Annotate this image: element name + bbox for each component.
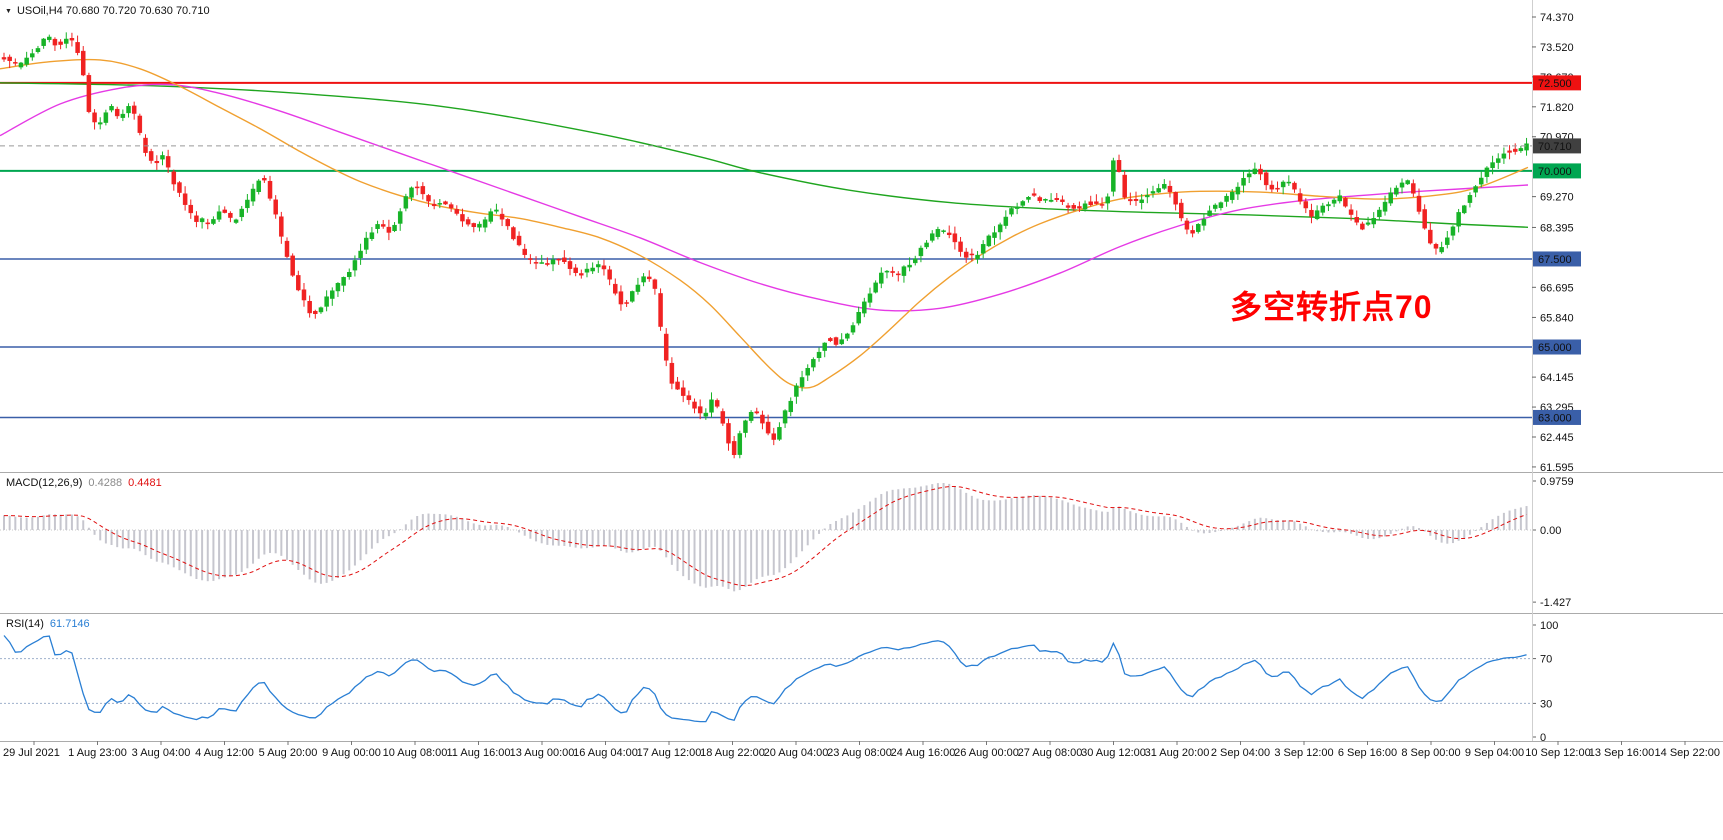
svg-text:20 Aug 04:00: 20 Aug 04:00 <box>764 747 829 759</box>
svg-text:4 Aug 12:00: 4 Aug 12:00 <box>195 747 254 759</box>
annotation-text[interactable]: 多空转折点70 <box>1230 289 1433 325</box>
macd-label: MACD(12,26,9) 0.4288 0.4481 <box>6 477 162 489</box>
svg-text:3 Aug 04:00: 3 Aug 04:00 <box>132 747 191 759</box>
candlestick-layer <box>1 32 1529 459</box>
svg-text:-1.427: -1.427 <box>1540 597 1571 609</box>
macd-panel: 0.9759 0.00 -1.427 <box>0 476 1574 609</box>
svg-text:6 Sep 16:00: 6 Sep 16:00 <box>1338 747 1397 759</box>
ma-magenta-mid <box>0 83 1529 312</box>
symbol-ohlc-label: USOil,H4 70.680 70.720 70.630 70.710 <box>16 5 210 17</box>
svg-text:0.00: 0.00 <box>1540 525 1561 537</box>
svg-text:1 Aug 23:00: 1 Aug 23:00 <box>68 747 127 759</box>
svg-text:67.500: 67.500 <box>1538 254 1572 266</box>
svg-text:70.000: 70.000 <box>1538 166 1572 178</box>
macd-name: MACD(12,26,9) <box>6 477 83 489</box>
rsi-label: RSI(14) 61.7146 <box>6 618 90 630</box>
svg-text:9 Aug 00:00: 9 Aug 00:00 <box>322 747 381 759</box>
hline-layer <box>0 81 1532 419</box>
svg-text:0: 0 <box>1540 732 1546 744</box>
svg-text:10 Sep 12:00: 10 Sep 12:00 <box>1525 747 1590 759</box>
rsi-value: 61.7146 <box>49 618 90 630</box>
svg-text:26 Aug 00:00: 26 Aug 00:00 <box>954 747 1019 759</box>
svg-text:61.595: 61.595 <box>1540 462 1574 474</box>
svg-text:70: 70 <box>1540 654 1552 666</box>
rsi-panel: 100 70 30 0 <box>0 620 1558 744</box>
svg-text:11 Aug 16:00: 11 Aug 16:00 <box>446 747 510 759</box>
svg-text:100: 100 <box>1540 620 1558 632</box>
rsi-name: RSI(14) <box>6 618 44 630</box>
svg-text:68.395: 68.395 <box>1540 222 1574 234</box>
svg-text:66.695: 66.695 <box>1540 282 1574 294</box>
svg-text:0.9759: 0.9759 <box>1540 476 1574 488</box>
svg-text:70.710: 70.710 <box>1538 141 1572 153</box>
time-axis: 29 Jul 2021 1 Aug 23:00 3 Aug 04:00 4 Aug 1… <box>3 741 1720 759</box>
svg-text:31 Aug 20:00: 31 Aug 20:00 <box>1145 747 1210 759</box>
moving-average-layer <box>0 58 1529 389</box>
chart-canvas[interactable]: 0.97590.00-1.4271007030074.37073.52072.6… <box>0 0 1723 762</box>
svg-text:65.840: 65.840 <box>1540 312 1574 324</box>
svg-text:18 Aug 22:00: 18 Aug 22:00 <box>700 747 765 759</box>
symbol-marker-icon: ▼ <box>5 7 12 15</box>
svg-text:5 Aug 20:00: 5 Aug 20:00 <box>259 747 318 759</box>
svg-text:29 Jul 2021: 29 Jul 2021 <box>3 747 60 759</box>
svg-text:24 Aug 16:00: 24 Aug 16:00 <box>891 747 956 759</box>
symbol-header: ▼ USOil,H4 70.680 70.720 70.630 70.710 <box>5 5 210 17</box>
price-scale: 74.37073.52072.67071.82070.97069.27068.3… <box>1532 12 1581 474</box>
svg-text:30 Aug 12:00: 30 Aug 12:00 <box>1081 747 1146 759</box>
svg-text:14 Sep 22:00: 14 Sep 22:00 <box>1655 747 1720 759</box>
svg-text:73.520: 73.520 <box>1540 42 1574 54</box>
svg-text:65.000: 65.000 <box>1538 342 1572 354</box>
svg-text:62.445: 62.445 <box>1540 432 1574 444</box>
svg-text:27 Aug 08:00: 27 Aug 08:00 <box>1018 747 1083 759</box>
svg-text:72.500: 72.500 <box>1538 78 1572 90</box>
svg-text:69.270: 69.270 <box>1540 192 1574 204</box>
svg-text:8 Sep 00:00: 8 Sep 00:00 <box>1401 747 1460 759</box>
svg-text:63.000: 63.000 <box>1538 412 1572 424</box>
svg-text:13 Sep 16:00: 13 Sep 16:00 <box>1589 747 1654 759</box>
svg-text:13 Aug 00:00: 13 Aug 00:00 <box>510 747 575 759</box>
svg-text:16 Aug 04:00: 16 Aug 04:00 <box>573 747 638 759</box>
macd-signal-value: 0.4481 <box>128 477 162 489</box>
ma-orange-fast <box>0 58 1529 389</box>
svg-text:23 Aug 08:00: 23 Aug 08:00 <box>827 747 892 759</box>
svg-text:9 Sep 04:00: 9 Sep 04:00 <box>1465 747 1524 759</box>
svg-text:71.820: 71.820 <box>1540 102 1574 114</box>
svg-text:17 Aug 12:00: 17 Aug 12:00 <box>637 747 702 759</box>
panel-separators <box>0 0 1723 742</box>
svg-text:64.145: 64.145 <box>1540 372 1574 384</box>
svg-text:10 Aug 08:00: 10 Aug 08:00 <box>383 747 448 759</box>
macd-main-value: 0.4288 <box>88 477 123 489</box>
ma-green-slow <box>0 82 1529 228</box>
svg-text:74.370: 74.370 <box>1540 12 1574 24</box>
svg-text:2 Sep 04:00: 2 Sep 04:00 <box>1211 747 1270 759</box>
svg-text:30: 30 <box>1540 698 1552 710</box>
svg-text:3 Sep 12:00: 3 Sep 12:00 <box>1274 747 1333 759</box>
